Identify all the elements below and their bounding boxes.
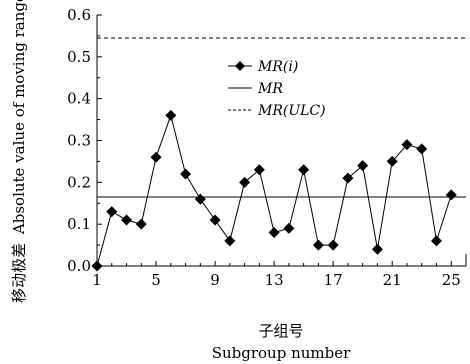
- mr-data-point: [135, 218, 147, 230]
- y-axis-title: 移动极差 Absolute value of moving range: [10, 0, 28, 303]
- mr-data-point: [194, 193, 206, 205]
- mr-data-point: [209, 214, 221, 226]
- mr-data-point: [327, 239, 339, 251]
- x-tick-label: 17: [324, 271, 343, 289]
- mr-data-point: [312, 239, 324, 251]
- x-tick-label: 9: [210, 271, 220, 289]
- y-tick-label: 0.4: [67, 90, 91, 108]
- axes: 0.0 0.1 0.2 0.3 0.4 0.5 0.6 1 5 9 13 17 21 25: [67, 6, 467, 289]
- y-tick-label: 0.5: [67, 48, 91, 66]
- mr-data-point: [386, 155, 398, 167]
- mr-data-point: [239, 176, 251, 188]
- x-axis-title-en: Subgroup number: [212, 344, 351, 362]
- x-tick-label: 21: [383, 271, 402, 289]
- mr-data-point: [283, 222, 295, 234]
- mr-series-line: [96, 113, 452, 267]
- mr-data-point: [342, 172, 354, 184]
- mr-data-point: [253, 164, 265, 176]
- legend: MR(i) MR MR(ULC): [228, 59, 326, 119]
- y-tick-label: 0.6: [67, 6, 91, 24]
- mr-data-point: [430, 235, 442, 247]
- legend-mr-label: MR: [257, 81, 283, 97]
- legend-mr-i-label: MR(i): [257, 59, 298, 75]
- y-axis-title-en: Absolute value of moving range: [10, 0, 28, 235]
- y-axis-title-cn: 移动极差: [10, 243, 28, 303]
- mr-data-point: [371, 243, 383, 255]
- mr-data-point: [357, 160, 369, 172]
- x-axis-title-cn: 子组号: [258, 322, 303, 340]
- x-tick-label: 5: [151, 271, 161, 289]
- mr-data-point: [106, 206, 118, 218]
- legend-mr-i-marker: [235, 61, 245, 71]
- mr-data-point: [401, 139, 413, 151]
- x-tick-label: 13: [265, 271, 284, 289]
- mr-data-point: [180, 168, 192, 180]
- mr-data-point: [224, 235, 236, 247]
- legend-mr-ulc-label: MR(ULC): [257, 103, 326, 119]
- y-tick-label: 0.0: [67, 257, 91, 275]
- mr-data-point: [165, 109, 177, 121]
- mr-data-point: [268, 227, 280, 239]
- mr-data-point: [445, 189, 457, 201]
- y-tick-label: 0.3: [67, 132, 91, 150]
- mr-data-point: [150, 151, 162, 163]
- x-tick-label: 25: [442, 271, 461, 289]
- mr-data-point: [416, 143, 428, 155]
- y-tick-label: 0.1: [67, 215, 91, 233]
- x-tick-label: 1: [92, 271, 102, 289]
- y-tick-label: 0.2: [67, 173, 91, 191]
- mr-data-point: [121, 214, 133, 226]
- mr-data-point: [91, 260, 103, 272]
- mr-data-point: [298, 164, 310, 176]
- plot-area: [91, 37, 466, 272]
